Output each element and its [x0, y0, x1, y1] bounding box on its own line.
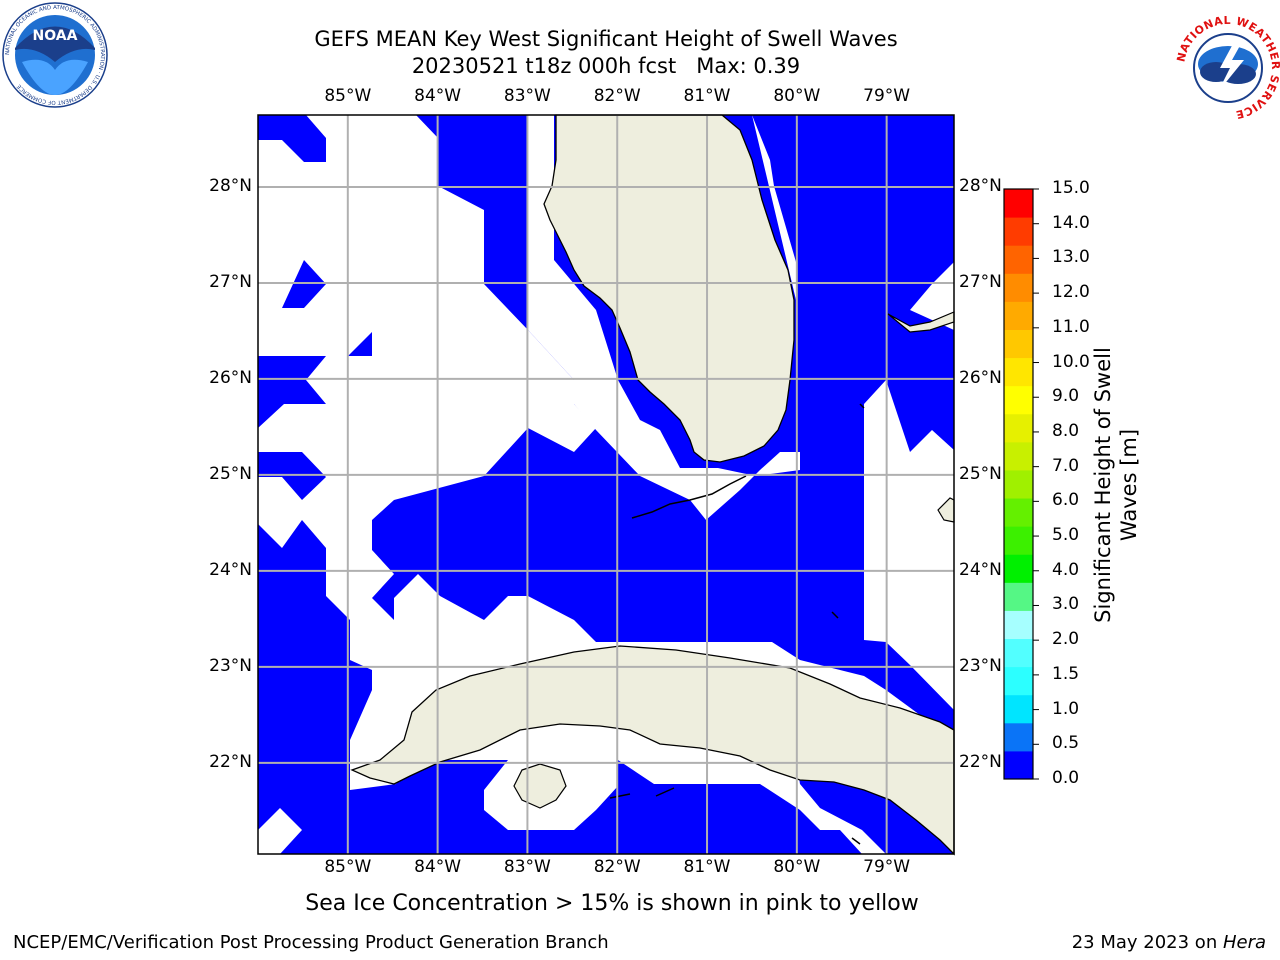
colorbar-segment [1004, 357, 1033, 387]
latitude-label: 25°N [209, 463, 252, 484]
colorbar-segment [1004, 413, 1033, 443]
colorbar-tick-label: 14.0 [1052, 212, 1090, 233]
islet [851, 837, 861, 845]
colorbar-segment [1004, 526, 1033, 555]
colorbar [1004, 188, 1039, 780]
nws-logo: NATIONAL WEATHER SERVICE [1174, 14, 1280, 121]
colorbar-tick-label: 15.0 [1052, 178, 1090, 198]
longitude-label: 81°W [683, 86, 731, 106]
map-title: GEFS MEAN Key West Significant Height of… [314, 27, 898, 51]
colorbar-segment [1004, 189, 1033, 218]
colorbar-segment [1004, 273, 1033, 302]
islet [859, 403, 865, 409]
colorbar-tick-label: 1.0 [1052, 698, 1080, 719]
colorbar-tick-label: 2.0 [1052, 629, 1080, 650]
colorbar-segment [1004, 469, 1033, 499]
map-frame [257, 114, 955, 855]
latitude-label: 28°N [209, 175, 252, 196]
colorbar-tick-label: 12.0 [1052, 282, 1090, 303]
latitude-label: 27°N [959, 271, 1002, 292]
colorbar-tick-label: 5.0 [1052, 525, 1080, 546]
longitude-label: 82°W [593, 857, 641, 877]
colorbar-title: Significant Height of Swell Waves [m] [1091, 347, 1141, 623]
latitude-label: 24°N [959, 559, 1002, 580]
colorbar-segment [1004, 329, 1033, 359]
longitude-label: 80°W [773, 857, 821, 877]
latitude-label: 24°N [209, 559, 252, 580]
latitude-label: 25°N [959, 463, 1002, 484]
longitude-label: 82°W [593, 86, 641, 106]
footer-credit: NCEP/EMC/Verification Post Processing Pr… [13, 932, 609, 953]
colorbar-segment [1004, 498, 1033, 527]
map-subtitle: 20230521 t18z 000h fcst Max: 0.39 [411, 54, 801, 78]
longitude-label: 83°W [503, 86, 551, 106]
latitude-label: 28°N [959, 175, 1002, 196]
latitude-label: 27°N [209, 271, 252, 292]
graticule [258, 115, 954, 854]
latitude-label: 22°N [959, 751, 1002, 772]
colorbar-tick-label: 1.5 [1052, 663, 1080, 684]
latitude-label: 23°N [209, 655, 252, 676]
colorbar-tick-label: 0.5 [1052, 733, 1080, 754]
islet [831, 611, 839, 619]
svg-text:NOAA: NOAA [33, 28, 78, 44]
swell-gap [528, 115, 800, 520]
longitude-label: 79°W [863, 86, 911, 106]
colorbar-segment [1004, 582, 1033, 611]
latitude-label: 23°N [959, 655, 1002, 676]
sea-ice-note: Sea Ice Concentration > 15% is shown in … [305, 891, 919, 916]
colorbar-tick-label: 8.0 [1052, 420, 1080, 441]
noaa-logo: NATIONAL OCEANIC AND ATMOSPHERIC ADMINIS… [2, 2, 108, 108]
colorbar-tick-label: 13.0 [1052, 247, 1090, 268]
longitude-label: 84°W [414, 86, 462, 106]
longitude-label: 80°W [773, 86, 821, 106]
colorbar-segment [1004, 694, 1033, 724]
colorbar-tick-label: 0.0 [1052, 768, 1080, 788]
colorbar-segment [1004, 610, 1033, 640]
colorbar-tick-label: 4.0 [1052, 559, 1080, 580]
swell-gap [258, 808, 302, 854]
colorbar-tick-label: 9.0 [1052, 386, 1080, 407]
colorbar-segment [1004, 638, 1033, 668]
latitude-label: 26°N [209, 367, 252, 388]
longitude-label: 83°W [503, 857, 551, 877]
colorbar-segment [1004, 217, 1033, 246]
colorbar-segment [1004, 554, 1033, 583]
longitude-label: 85°W [324, 857, 372, 877]
swell-gap [752, 115, 796, 300]
longitude-label: 81°W [683, 857, 731, 877]
footer-date: 23 May 2023 on Hera [1072, 932, 1266, 953]
colorbar-segment [1004, 722, 1033, 752]
colorbar-tick-label: 7.0 [1052, 455, 1080, 476]
colorbar-segment [1004, 441, 1033, 471]
colorbar-tick-label: 3.0 [1052, 594, 1080, 615]
latitude-label: 22°N [209, 751, 252, 772]
longitude-label: 85°W [324, 86, 372, 106]
colorbar-tick-label: 10.0 [1052, 351, 1090, 372]
latitude-label: 26°N [959, 367, 1002, 388]
colorbar-segment [1004, 666, 1033, 696]
colorbar-segment [1004, 750, 1033, 780]
islet [609, 787, 675, 799]
colorbar-segment [1004, 301, 1033, 330]
florida-land [543, 114, 795, 463]
colorbar-segment [1004, 385, 1033, 415]
colorbar-tick-label: 11.0 [1052, 316, 1090, 337]
colorbar-frame [1003, 188, 1034, 780]
longitude-label: 79°W [863, 857, 911, 877]
florida-keys [631, 475, 747, 519]
longitude-label: 84°W [414, 857, 462, 877]
colorbar-tick-label: 6.0 [1052, 490, 1080, 511]
footer-host: Hera [1222, 932, 1266, 953]
colorbar-segment [1004, 245, 1033, 274]
footer-date-text: 23 May 2023 on [1071, 932, 1223, 953]
